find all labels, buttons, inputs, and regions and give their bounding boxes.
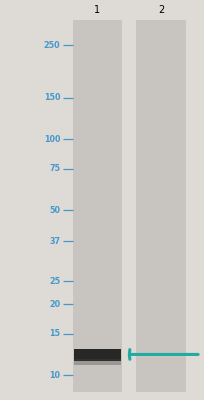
Bar xyxy=(136,20,185,392)
Bar xyxy=(72,20,121,392)
Text: 150: 150 xyxy=(44,93,60,102)
Text: 20: 20 xyxy=(49,300,60,309)
Text: 100: 100 xyxy=(44,135,60,144)
Bar xyxy=(73,349,120,361)
Bar xyxy=(73,359,120,365)
Text: 2: 2 xyxy=(157,5,163,15)
Text: 1: 1 xyxy=(94,5,100,15)
Text: 75: 75 xyxy=(49,164,60,173)
Text: 25: 25 xyxy=(49,277,60,286)
Text: 37: 37 xyxy=(49,237,60,246)
Text: 15: 15 xyxy=(49,329,60,338)
Text: 50: 50 xyxy=(49,206,60,215)
Text: 10: 10 xyxy=(49,371,60,380)
Text: 250: 250 xyxy=(44,41,60,50)
